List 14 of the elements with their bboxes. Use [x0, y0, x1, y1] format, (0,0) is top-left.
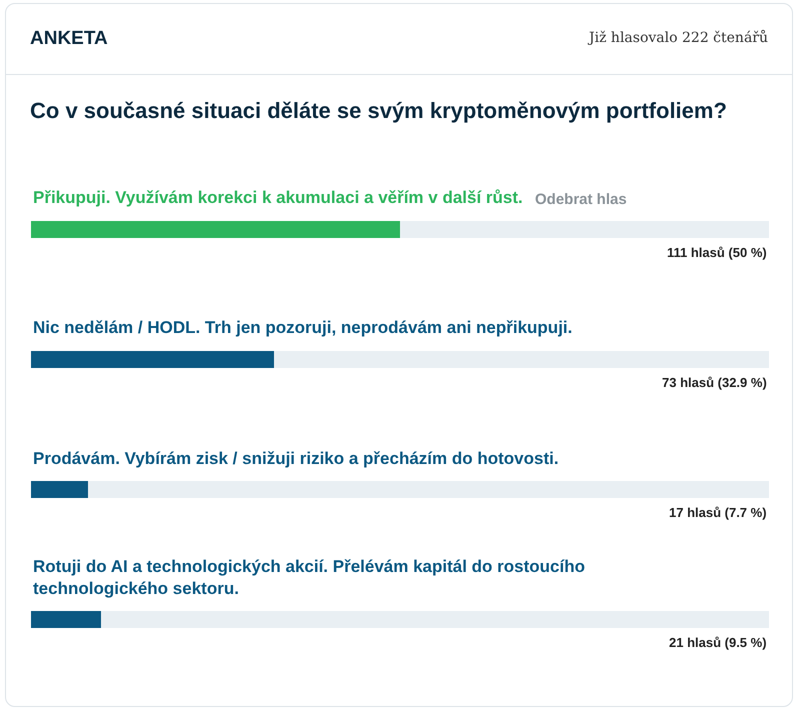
annotation: Odebrat hlas [535, 191, 627, 208]
y-tick-label: Prodávám. Vybírám zisk / snižuji riziko a přecházím do hotovosti. [33, 449, 559, 468]
y-tick-label: Nic nedělám / HODL. Trh jen pozoruji, neprodávám ani nepřikupuji. [33, 318, 572, 337]
y-tick-label: Rotuji do AI a technologických akcií. Přelévám kapitál do rostoucího technologického sektoru. [33, 557, 585, 598]
text: Již hlasovalo 222 čtenářů [589, 30, 768, 46]
data-label: 73 hlasů (32.9 %) [662, 375, 767, 390]
bar [31, 611, 102, 628]
chart-subtitle: Co v současné situaci děláte se svým kryptoměnovým portfoliem? [30, 97, 728, 125]
data-label: 21 hlasů (9.5 %) [669, 635, 767, 650]
y-tick-label: Přikupuji. Využívám korekci k akumulaci a věřím v další růst. [33, 188, 523, 207]
data-label: 17 hlasů (7.7 %) [669, 505, 767, 520]
data-label: 111 hlasů (50 %) [667, 245, 767, 260]
bar [31, 481, 88, 498]
chart-title: ANKETA [30, 28, 108, 50]
